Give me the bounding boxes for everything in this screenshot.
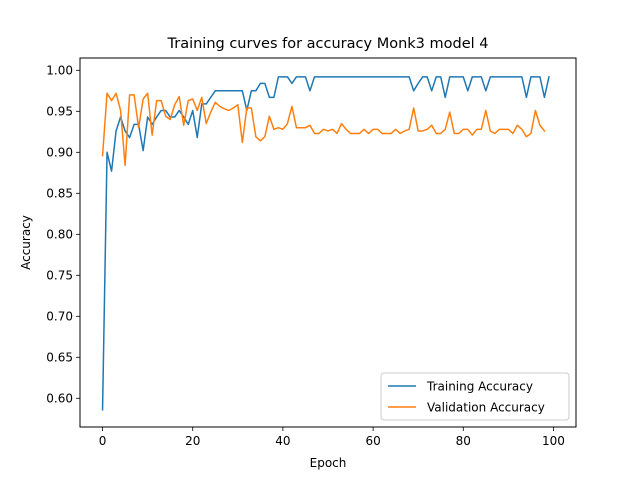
y-tick-label: 0.95 (46, 105, 73, 119)
x-tick-label: 40 (275, 434, 290, 448)
y-tick-label: 0.85 (46, 187, 73, 201)
legend-label-validation: Validation Accuracy (427, 401, 545, 415)
training-accuracy-line (101, 75, 550, 411)
y-tick-label: 0.60 (46, 392, 73, 406)
chart-title: Training curves for accuracy Monk3 model… (167, 36, 489, 52)
validation-accuracy-line (101, 92, 546, 167)
y-tick-label: 0.90 (46, 146, 73, 160)
plot-frame (79, 57, 577, 428)
y-axis-label: Accuracy (19, 215, 33, 270)
plot-lines (101, 75, 550, 411)
y-tick-label: 0.75 (46, 269, 73, 283)
x-tick-label: 60 (365, 434, 380, 448)
legend-label-training: Training Accuracy (426, 380, 533, 394)
legend-box (380, 372, 570, 421)
x-axis-label: Epoch (310, 456, 347, 470)
y-axis: 0.60 0.65 0.70 0.75 0.80 0.85 0.90 0.95 1.00 (46, 64, 80, 406)
y-tick-label: 0.70 (46, 310, 73, 324)
x-tick-label: 20 (185, 434, 200, 448)
x-tick-label: 100 (542, 434, 565, 448)
x-tick-label: 0 (99, 434, 107, 448)
y-tick-label: 1.00 (46, 64, 73, 78)
legend: Training Accuracy Validation Accuracy (380, 372, 570, 421)
x-tick-label: 80 (456, 434, 471, 448)
x-axis: 0 20 40 60 80 100 (99, 427, 565, 448)
y-tick-label: 0.65 (46, 351, 73, 365)
y-tick-label: 0.80 (46, 228, 73, 242)
